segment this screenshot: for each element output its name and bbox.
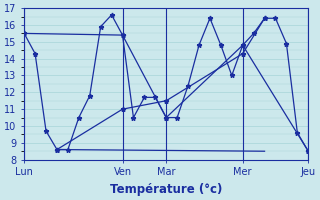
X-axis label: Température (°c): Température (°c) xyxy=(110,183,222,196)
